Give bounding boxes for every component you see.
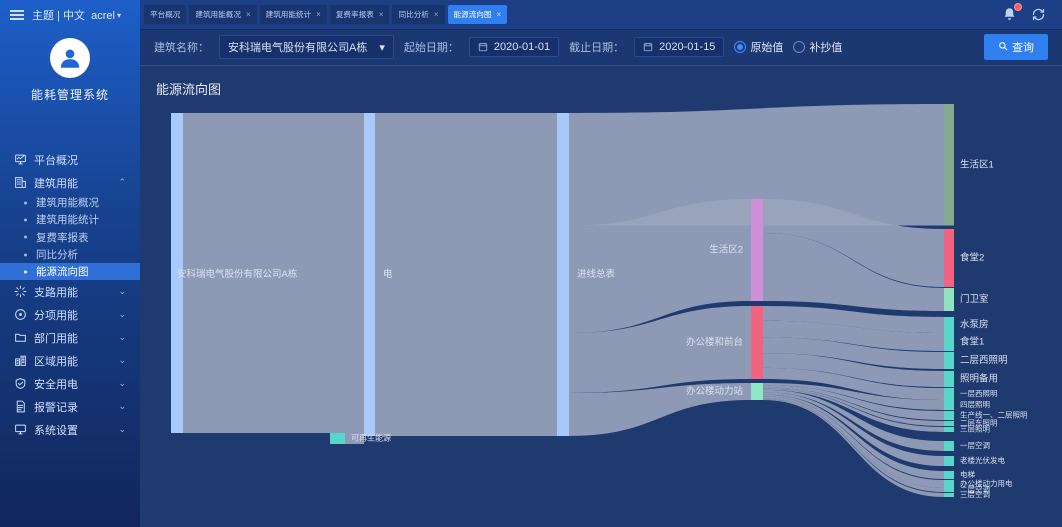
svg-text:安科瑞电气股份有限公司A栋: 安科瑞电气股份有限公司A栋 xyxy=(177,268,298,280)
svg-text:二层西照明: 二层西照明 xyxy=(960,355,1008,366)
svg-text:电: 电 xyxy=(383,268,393,280)
svg-text:门卫室: 门卫室 xyxy=(960,293,989,305)
svg-text:食堂2: 食堂2 xyxy=(960,252,984,264)
svg-text:一层西照明: 一层西照明 xyxy=(960,389,998,398)
svg-text:办公楼和前台: 办公楼和前台 xyxy=(686,336,743,348)
svg-text:电梯: 电梯 xyxy=(960,469,975,479)
svg-text:食堂1: 食堂1 xyxy=(960,336,984,348)
svg-text:三层空调: 三层空调 xyxy=(960,489,990,499)
svg-text:生活区2: 生活区2 xyxy=(709,244,743,256)
svg-text:办公楼动力站: 办公楼动力站 xyxy=(686,385,744,397)
svg-text:可再生能源: 可再生能源 xyxy=(351,433,391,443)
svg-text:老楼光伏发电: 老楼光伏发电 xyxy=(960,455,1005,465)
svg-text:一层空调: 一层空调 xyxy=(960,440,990,450)
svg-text:进线总表: 进线总表 xyxy=(577,268,616,280)
svg-text:三层照明: 三层照明 xyxy=(960,424,990,433)
svg-text:水泵房: 水泵房 xyxy=(960,319,989,331)
svg-text:四层照明: 四层照明 xyxy=(960,400,990,409)
svg-text:生活区1: 生活区1 xyxy=(960,158,994,170)
svg-text:照明备用: 照明备用 xyxy=(960,373,998,385)
